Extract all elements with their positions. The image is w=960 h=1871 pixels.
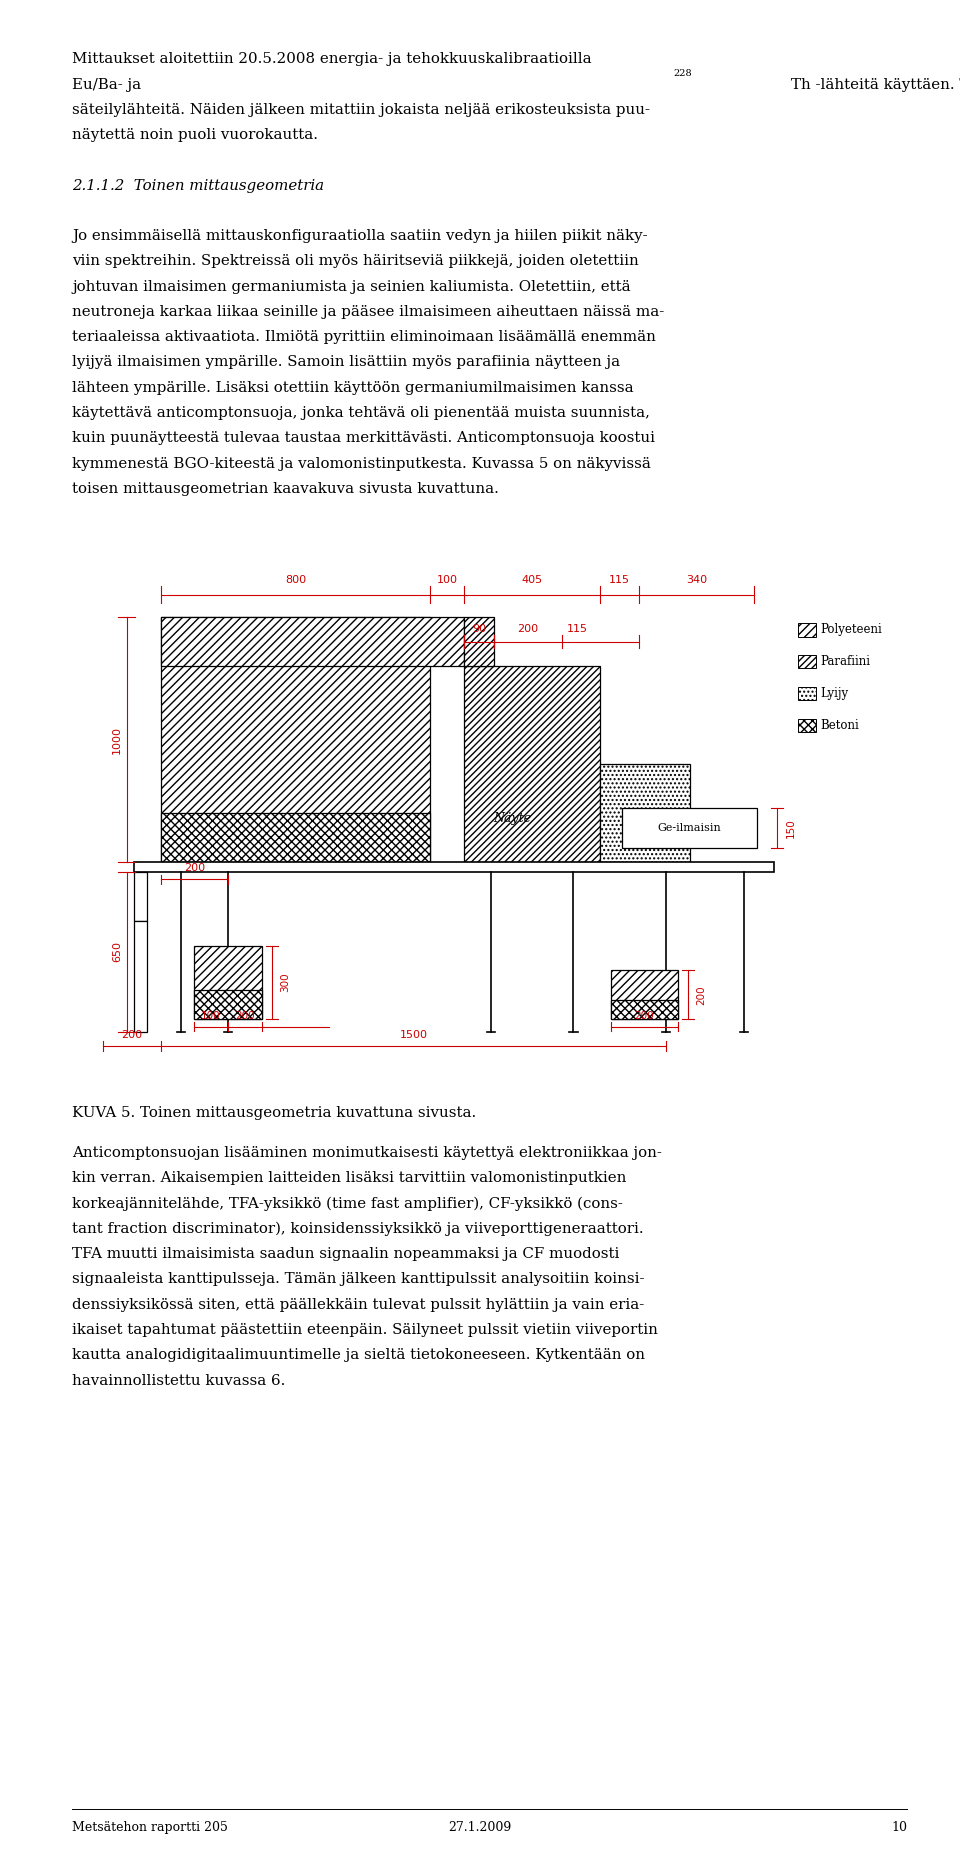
Text: korkeajännitelähde, TFA-yksikkö (time fast amplifier), CF-yksikkö (cons-: korkeajännitelähde, TFA-yksikkö (time fa… — [72, 1197, 623, 1211]
Text: 1500: 1500 — [399, 1031, 427, 1040]
Text: kin verran. Aikaisempien laitteiden lisäksi tarvittiin valomonistinputkien: kin verran. Aikaisempien laitteiden lisä… — [72, 1171, 626, 1186]
Bar — [600, 763, 689, 863]
Text: näytettä noin puoli vuorokautta.: näytettä noin puoli vuorokautta. — [72, 127, 318, 142]
Text: teriaaleissa aktivaatiota. Ilmiötä pyrittiin eliminoimaan lisäämällä enemmän: teriaaleissa aktivaatiota. Ilmiötä pyrit… — [72, 329, 656, 344]
Text: denssiyksikössä siten, että päällekkäin tulevat pulssit hylättiin ja vain eria-: denssiyksikössä siten, että päällekkäin … — [72, 1298, 644, 1312]
Text: 115: 115 — [610, 574, 631, 586]
Text: viin spektreihin. Spektreissä oli myös häiritseviä piikkejä, joiden oletettiin: viin spektreihin. Spektreissä oli myös h… — [72, 254, 638, 268]
Text: KUVA 5. Toinen mittausgeometria kuvattuna sivusta.: KUVA 5. Toinen mittausgeometria kuvattun… — [72, 1106, 476, 1119]
Bar — [798, 687, 816, 700]
Text: 200: 200 — [121, 1031, 142, 1040]
Text: kuin puunäytteestä tulevaa taustaa merkittävästi. Anticomptonsuoja koostui: kuin puunäytteestä tulevaa taustaa merki… — [72, 430, 655, 445]
Text: 100: 100 — [202, 1010, 221, 1022]
Text: lähteen ympärille. Lisäksi otettiin käyttöön germaniumilmaisimen kanssa: lähteen ympärille. Lisäksi otettiin käyt… — [72, 380, 634, 395]
Text: 150: 150 — [786, 818, 796, 838]
Text: 228: 228 — [673, 69, 692, 79]
Text: kymmenestä BGO-kiteestä ja valomonistinputkesta. Kuvassa 5 on näkyvissä: kymmenestä BGO-kiteestä ja valomonistinp… — [72, 457, 651, 470]
Bar — [194, 990, 262, 1020]
Text: toisen mittausgeometrian kaavakuva sivusta kuvattuna.: toisen mittausgeometrian kaavakuva sivus… — [72, 481, 499, 496]
Text: kautta analogidigitaalimuuntimelle ja sieltä tietokoneeseen. Kytkentään on: kautta analogidigitaalimuuntimelle ja si… — [72, 1349, 645, 1362]
Bar — [160, 814, 430, 863]
Text: 115: 115 — [566, 625, 588, 634]
Text: Mittaukset aloitettiin 20.5.2008 energia- ja tehokkuuskalibraatioilla: Mittaukset aloitettiin 20.5.2008 energia… — [72, 52, 596, 65]
Text: Metsätehon raportti 205: Metsätehon raportti 205 — [72, 1820, 228, 1834]
Text: Lyijy: Lyijy — [820, 687, 849, 700]
Text: tant fraction discriminator), koinsidenssiyksikkö ja viiveporttigeneraattori.: tant fraction discriminator), koinsidens… — [72, 1222, 643, 1237]
Text: Näyte: Näyte — [492, 812, 531, 825]
Text: ikaiset tapahtumat päästettiin eteenpäin. Säilyneet pulssit vietiin viiveportin: ikaiset tapahtumat päästettiin eteenpäin… — [72, 1323, 658, 1338]
Bar — [611, 971, 678, 1020]
Text: 405: 405 — [521, 574, 542, 586]
Bar — [798, 655, 816, 668]
Text: Polyeteeni: Polyeteeni — [820, 623, 882, 636]
Text: 200: 200 — [697, 984, 707, 1005]
Text: 2.1.1.2  Toinen mittausgeometria: 2.1.1.2 Toinen mittausgeometria — [72, 180, 324, 193]
Text: lyijyä ilmaisimen ympärille. Samoin lisättiin myös parafiinia näytteen ja: lyijyä ilmaisimen ympärille. Samoin lisä… — [72, 355, 620, 369]
Text: havainnollistettu kuvassa 6.: havainnollistettu kuvassa 6. — [72, 1373, 285, 1388]
Bar — [194, 945, 262, 1020]
Text: 1000: 1000 — [111, 726, 122, 754]
Text: TFA muutti ilmaisimista saadun signaalin nopeammaksi ja CF muodosti: TFA muutti ilmaisimista saadun signaalin… — [72, 1248, 619, 1261]
Bar — [622, 808, 757, 848]
Text: Anticomptonsuojan lisääminen monimutkaisesti käytettyä elektroniikkaa jon-: Anticomptonsuojan lisääminen monimutkais… — [72, 1147, 661, 1160]
Bar — [160, 617, 430, 863]
Text: 100: 100 — [437, 574, 458, 586]
Bar — [464, 666, 600, 863]
Text: 340: 340 — [686, 574, 708, 586]
Bar — [133, 921, 147, 1031]
Bar — [133, 872, 147, 921]
Text: 27.1.2009: 27.1.2009 — [448, 1820, 512, 1834]
Bar — [798, 718, 816, 732]
Text: Betoni: Betoni — [820, 718, 859, 732]
Text: 200: 200 — [235, 1010, 254, 1022]
Text: Ge-ilmaisin: Ge-ilmaisin — [658, 823, 722, 833]
Text: signaaleista kanttipulsseja. Tämän jälkeen kanttipulssit analysoitiin koinsi-: signaaleista kanttipulsseja. Tämän jälke… — [72, 1272, 644, 1287]
Bar — [611, 999, 678, 1020]
Text: 300: 300 — [280, 973, 290, 992]
Text: käytettävä anticomptonsuoja, jonka tehtävä oli pienentää muista suunnista,: käytettävä anticomptonsuoja, jonka tehtä… — [72, 406, 650, 419]
Text: 200: 200 — [517, 625, 539, 634]
Text: johtuvan ilmaisimen germaniumista ja seinien kaliumista. Oletettiin, että: johtuvan ilmaisimen germaniumista ja sei… — [72, 279, 631, 294]
Text: Th -lähteitä käyttäen. Tilassa tehtiin myös taustamittaus ilman: Th -lähteitä käyttäen. Tilassa tehtiin m… — [791, 79, 960, 92]
Bar — [160, 617, 464, 666]
Text: 800: 800 — [285, 574, 306, 586]
Text: Parafiini: Parafiini — [820, 655, 870, 668]
Text: 90: 90 — [472, 625, 486, 634]
Text: 650: 650 — [111, 941, 122, 962]
Text: Eu/Ba- ja: Eu/Ba- ja — [72, 79, 146, 92]
Bar — [798, 623, 816, 636]
Text: 200: 200 — [635, 1010, 654, 1022]
Bar — [133, 863, 774, 872]
Text: säteilylähteitä. Näiden jälkeen mitattiin jokaista neljää erikosteuksista puu-: säteilylähteitä. Näiden jälkeen mitattii… — [72, 103, 650, 116]
Text: 10: 10 — [891, 1820, 907, 1834]
Bar — [464, 617, 494, 666]
Text: neutroneja karkaa liikaa seinille ja pääsee ilmaisimeen aiheuttaen näissä ma-: neutroneja karkaa liikaa seinille ja pää… — [72, 305, 664, 318]
Text: 200: 200 — [183, 863, 204, 874]
Text: Jo ensimmäisellä mittauskonfiguraatiolla saatiin vedyn ja hiilen piikit näky-: Jo ensimmäisellä mittauskonfiguraatiolla… — [72, 230, 648, 243]
